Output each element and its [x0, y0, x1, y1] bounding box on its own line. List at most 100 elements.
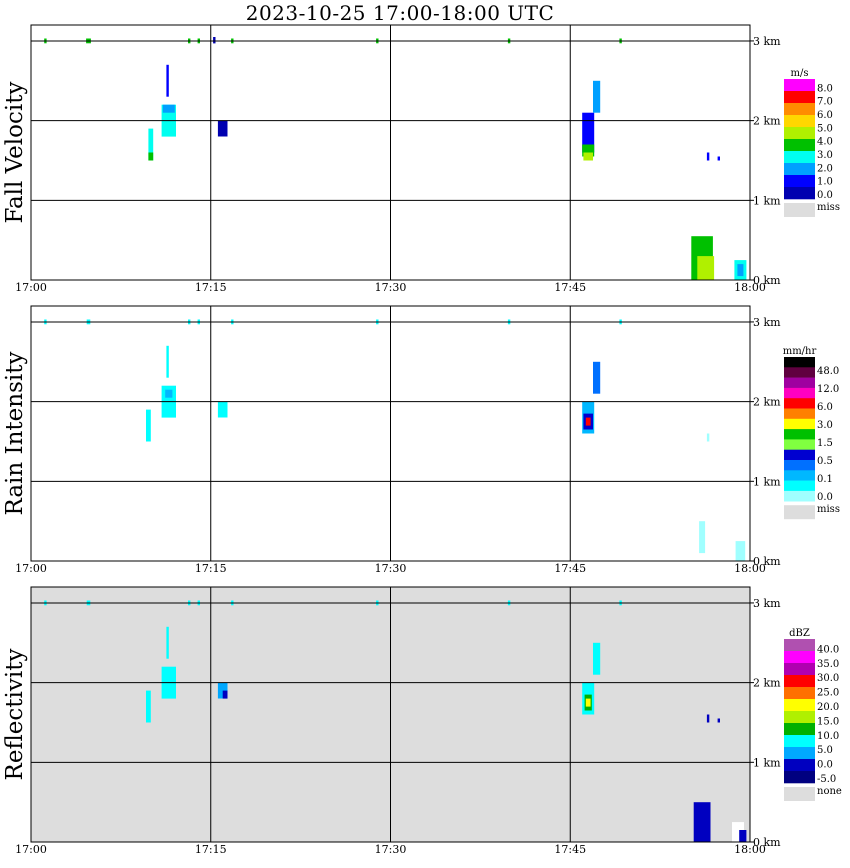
colorbar-label: 25.0 — [817, 688, 839, 699]
colorbar-swatch — [784, 367, 815, 378]
colorbar-swatch — [784, 398, 815, 409]
colorbar-swatch — [784, 91, 815, 104]
echo-mark — [699, 521, 706, 554]
echo-mark — [706, 433, 710, 442]
panel-ylabel: Rain Intensity — [2, 351, 28, 515]
colorbar-label: 0.0 — [817, 760, 833, 771]
plot-frame — [30, 305, 751, 562]
colorbar-swatch — [784, 759, 815, 772]
colorbar-label: 3.0 — [817, 420, 833, 431]
x-tick-label: 17:30 — [375, 843, 407, 856]
colorbar-label: 35.0 — [817, 659, 839, 670]
colorbar-unit: dBZ — [789, 628, 810, 639]
colorbar-swatch — [784, 449, 815, 461]
x-tick-label: 17:00 — [15, 281, 47, 294]
colorbar-swatch — [784, 439, 815, 450]
colorbar-label: 0.5 — [817, 456, 833, 467]
colorbar-unit: m/s — [791, 68, 809, 79]
colorbar-swatch — [784, 79, 815, 92]
colorbar-swatch — [784, 675, 815, 688]
colorbar-label: 15.0 — [817, 716, 839, 727]
y-tick-label: 1 km — [753, 756, 781, 769]
colorbar-label: 5.0 — [817, 745, 833, 756]
colorbar-miss-label: none — [817, 786, 842, 797]
echo-mark — [693, 802, 711, 842]
x-tick-label: 17:30 — [375, 562, 407, 575]
echo-mark — [739, 830, 747, 842]
colorbar-label: 10.0 — [817, 731, 839, 742]
colorbar-label: 5.0 — [817, 123, 833, 134]
echo-mark — [717, 156, 720, 161]
colorbar-label: 0.0 — [817, 190, 833, 201]
echo-mark — [146, 690, 151, 723]
y-tick-label: 1 km — [753, 194, 781, 207]
y-tick-label: 0 km — [753, 555, 781, 568]
colorbar-label: 4.0 — [817, 137, 833, 148]
x-tick-label: 18:00 — [734, 562, 766, 575]
colorbar-swatch — [784, 663, 815, 676]
panel-ylabel: Reflectivity — [2, 649, 28, 781]
echo-mark — [706, 714, 710, 723]
colorbar-label: 8.0 — [817, 83, 833, 94]
x-tick-label: 17:15 — [195, 281, 227, 294]
colorbar-swatch — [784, 103, 815, 116]
echo-mark — [706, 152, 710, 161]
panel-2 — [30, 305, 815, 562]
colorbar-swatch — [784, 651, 815, 664]
colorbar-label: 2.0 — [817, 163, 833, 174]
echo-mark — [217, 682, 228, 699]
colorbar-swatch — [784, 687, 815, 700]
colorbar-swatch — [784, 639, 815, 652]
y-tick-label: 2 km — [753, 677, 781, 690]
colorbar-swatch — [784, 771, 815, 784]
colorbar-label: 6.0 — [817, 110, 833, 121]
x-tick-label: 17:00 — [15, 562, 47, 575]
y-tick-label: 3 km — [753, 597, 781, 610]
colorbar-swatch — [784, 357, 815, 368]
x-tick-label: 17:45 — [554, 281, 586, 294]
y-tick-label: 1 km — [753, 475, 781, 488]
colorbar-label: 40.0 — [817, 644, 839, 655]
y-tick-label: 3 km — [753, 316, 781, 329]
echo-mark — [166, 345, 169, 378]
colorbar-swatch — [784, 151, 815, 164]
y-tick-label: 2 km — [753, 396, 781, 409]
echo-mark — [166, 64, 169, 97]
echo-mark — [165, 389, 173, 398]
echo-mark — [162, 104, 175, 113]
echo-mark — [593, 361, 601, 394]
echo-mark — [697, 256, 715, 280]
colorbar-swatch — [784, 139, 815, 152]
colorbar-swatch — [784, 460, 815, 471]
colorbar-swatch — [784, 408, 815, 420]
colorbar-swatch — [784, 377, 815, 389]
colorbar-swatch — [784, 490, 815, 502]
echo-mark — [593, 642, 601, 675]
echo-mark — [585, 417, 591, 426]
colorbar-swatch — [784, 470, 815, 481]
colorbar-label: 3.0 — [817, 150, 833, 161]
echo-mark — [737, 264, 744, 277]
colorbar-swatch — [784, 163, 815, 176]
colorbar-label: 0.1 — [817, 474, 833, 485]
colorbar-swatch — [784, 723, 815, 736]
y-tick-label: 0 km — [753, 836, 781, 849]
echo-mark — [583, 152, 593, 161]
echo-mark — [222, 690, 228, 699]
colorbar-label: 48.0 — [817, 366, 839, 377]
y-tick-label: 0 km — [753, 274, 781, 287]
colorbar-swatch — [784, 711, 815, 724]
panel-1 — [30, 24, 815, 281]
colorbar-label: 6.0 — [817, 402, 833, 413]
colorbar-label: 20.0 — [817, 702, 839, 713]
echo-mark — [148, 152, 154, 161]
colorbar-swatch — [784, 175, 815, 188]
colorbar-swatch — [784, 387, 815, 399]
echo-mark — [217, 401, 228, 418]
colorbar-miss-swatch — [784, 787, 815, 801]
colorbar-label: 0.0 — [817, 492, 833, 503]
colorbar-swatch — [784, 699, 815, 712]
echo-mark — [146, 409, 151, 442]
x-tick-label: 17:45 — [554, 843, 586, 856]
